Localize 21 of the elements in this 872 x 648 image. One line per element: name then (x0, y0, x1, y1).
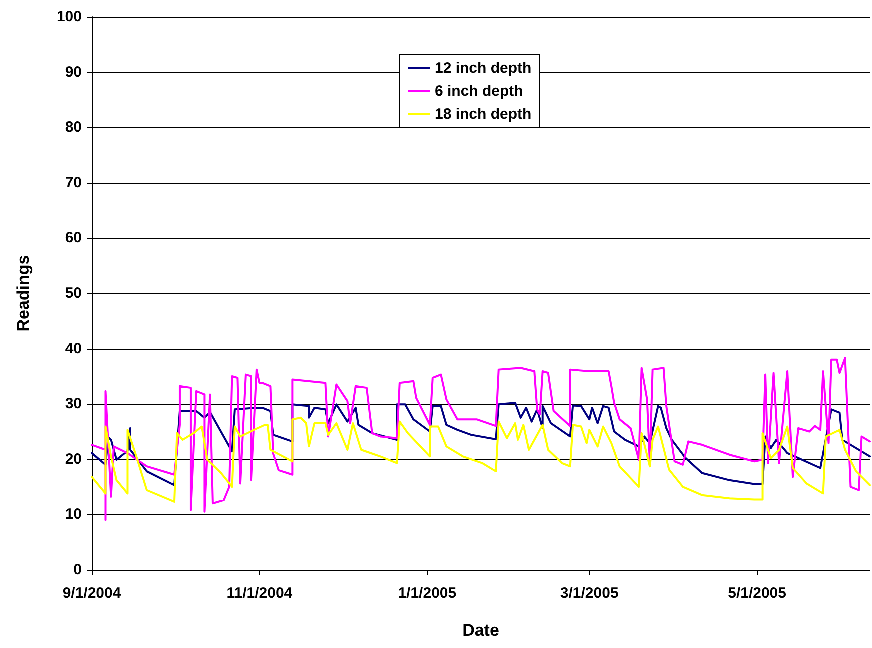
legend-label: 12 inch depth (435, 60, 532, 77)
y-tick-label: 60 (65, 230, 82, 247)
y-tick-label: 40 (65, 340, 82, 358)
x-tick-label: 5/1/2005 (728, 585, 786, 602)
legend-label: 6 inch depth (435, 83, 524, 100)
x-axis-title: Date (462, 621, 500, 640)
y-tick-label: 30 (65, 396, 82, 413)
y-tick-label: 20 (65, 450, 82, 468)
y-tick-label: 50 (65, 285, 82, 302)
x-tick-label: 11/1/2004 (226, 585, 294, 602)
y-tick-label: 100 (56, 8, 82, 26)
x-tick-label: 1/1/2005 (398, 585, 457, 602)
y-axis-title: Readings (14, 255, 33, 332)
y-tick-label: 70 (65, 174, 82, 192)
y-tick-label: 10 (65, 506, 82, 524)
y-tick-label: 90 (65, 64, 82, 81)
y-tick-label: 80 (65, 119, 82, 136)
x-tick-label: 3/1/2005 (560, 585, 619, 602)
x-tick-label: 9/1/2004 (62, 585, 122, 602)
legend-label: 18 inch depth (435, 106, 532, 123)
y-tick-label: 0 (74, 562, 82, 578)
